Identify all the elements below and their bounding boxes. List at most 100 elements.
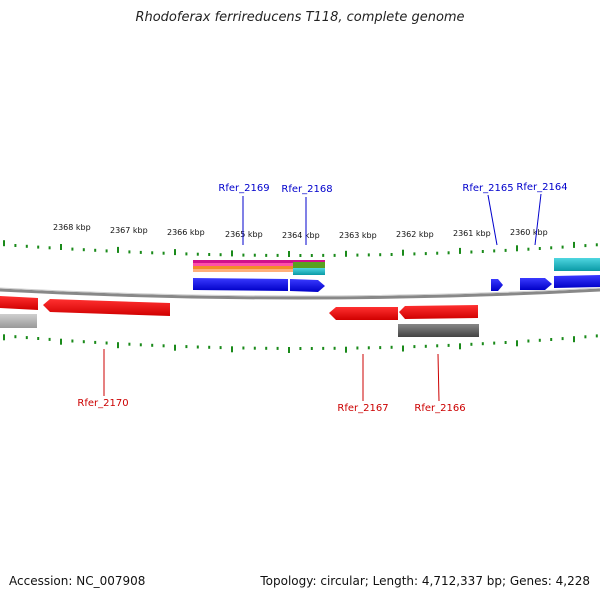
minor-tick — [196, 252, 199, 256]
minor-tick — [265, 253, 268, 257]
kbp-label: 2362 kbp — [396, 230, 434, 239]
accession-text: Accession: NC_007908 — [9, 574, 146, 588]
gene-arrow[interactable] — [329, 307, 398, 320]
minor-tick — [561, 245, 564, 249]
major-tick — [174, 249, 176, 256]
kbp-label: 2364 kbp — [282, 231, 320, 240]
minor-tick — [185, 345, 188, 349]
gene-arrow[interactable] — [193, 278, 288, 291]
minor-tick — [367, 346, 370, 350]
minor-tick — [94, 340, 97, 344]
minor-tick — [561, 337, 564, 341]
minor-tick — [162, 251, 165, 255]
minor-tick — [82, 340, 85, 344]
gene-label[interactable]: Rfer_2166 — [414, 403, 465, 414]
major-tick — [402, 345, 404, 352]
minor-tick — [151, 251, 154, 255]
kbp-label: 2360 kbp — [510, 228, 548, 237]
minor-tick — [253, 346, 256, 350]
major-tick — [174, 344, 176, 351]
major-tick — [459, 343, 461, 350]
bottom-gene-labels: Rfer_2170 Rfer_2167 Rfer_2166 — [77, 349, 466, 414]
gene-arrow[interactable] — [491, 279, 503, 291]
major-tick — [3, 240, 5, 247]
major-tick — [117, 246, 119, 253]
genome-stats-text: Topology: circular; Length: 4,712,337 bp… — [260, 574, 590, 588]
minor-tick — [139, 250, 142, 254]
gene-arrow[interactable] — [399, 305, 478, 319]
minor-tick — [128, 342, 131, 346]
gene-arrow[interactable] — [290, 279, 325, 292]
gene-label[interactable]: Rfer_2165 — [462, 183, 513, 194]
gene-arrow[interactable] — [554, 275, 600, 288]
minor-tick — [242, 253, 245, 257]
minor-tick — [470, 250, 473, 254]
minor-tick — [310, 254, 313, 257]
minor-tick — [333, 253, 336, 257]
gene-label[interactable]: Rfer_2170 — [77, 398, 128, 409]
gene-arrow[interactable] — [43, 299, 170, 316]
major-tick — [459, 247, 461, 254]
minor-tick — [390, 345, 393, 349]
top-gene-labels: Rfer_2169 Rfer_2168 Rfer_2165 Rfer_2164 — [218, 182, 568, 246]
minor-tick — [436, 344, 439, 348]
minor-tick — [25, 336, 28, 340]
minor-tick — [14, 335, 17, 339]
minor-tick — [595, 243, 598, 247]
minor-tick — [481, 342, 484, 346]
major-tick — [345, 346, 347, 353]
major-tick — [231, 346, 233, 353]
minor-tick — [25, 244, 28, 248]
minor-tick — [356, 346, 359, 350]
gene-arrow[interactable] — [520, 278, 552, 290]
gene-arrow[interactable] — [0, 296, 38, 310]
inner-tick-marks — [3, 334, 598, 353]
minor-tick — [128, 250, 131, 254]
kbp-label: 2365 kbp — [225, 230, 263, 239]
minor-tick — [253, 253, 256, 257]
kbp-label: 2368 kbp — [53, 223, 91, 232]
minor-tick — [322, 253, 325, 257]
minor-tick — [436, 251, 439, 255]
minor-tick — [48, 337, 51, 341]
reverse-hit-bars — [0, 314, 479, 337]
minor-tick — [208, 345, 211, 349]
feature-hit-bars — [193, 258, 600, 275]
minor-tick — [527, 247, 530, 251]
minor-tick — [139, 343, 142, 347]
gene-label[interactable]: Rfer_2164 — [516, 182, 567, 193]
reverse-strand-genes — [0, 296, 478, 320]
major-tick — [516, 340, 518, 347]
gene-label[interactable]: Rfer_2169 — [218, 183, 269, 194]
minor-tick — [48, 246, 51, 250]
kbp-label: 2366 kbp — [167, 228, 205, 237]
minor-tick — [538, 338, 541, 342]
major-tick — [288, 347, 290, 353]
minor-tick — [390, 253, 393, 256]
minor-tick — [424, 252, 427, 256]
minor-tick — [550, 338, 553, 341]
minor-tick — [14, 244, 17, 247]
minor-tick — [242, 346, 245, 350]
minor-tick — [71, 247, 74, 251]
major-tick — [288, 251, 290, 257]
major-tick — [117, 342, 119, 349]
gene-label[interactable]: Rfer_2168 — [281, 184, 332, 195]
kbp-label: 2363 kbp — [339, 231, 377, 240]
minor-tick — [493, 341, 496, 345]
outer-tick-marks — [3, 240, 598, 257]
kbp-label: 2367 kbp — [110, 226, 148, 235]
minor-tick — [447, 343, 450, 347]
minor-tick — [504, 248, 507, 252]
minor-tick — [276, 346, 279, 350]
minor-tick — [219, 253, 222, 257]
minor-tick — [151, 343, 154, 347]
minor-tick — [208, 253, 211, 256]
minor-tick — [493, 249, 496, 253]
gene-label[interactable]: Rfer_2167 — [337, 403, 388, 414]
minor-tick — [470, 342, 473, 346]
minor-tick — [322, 346, 325, 350]
minor-tick — [37, 337, 40, 340]
minor-tick — [356, 253, 359, 257]
